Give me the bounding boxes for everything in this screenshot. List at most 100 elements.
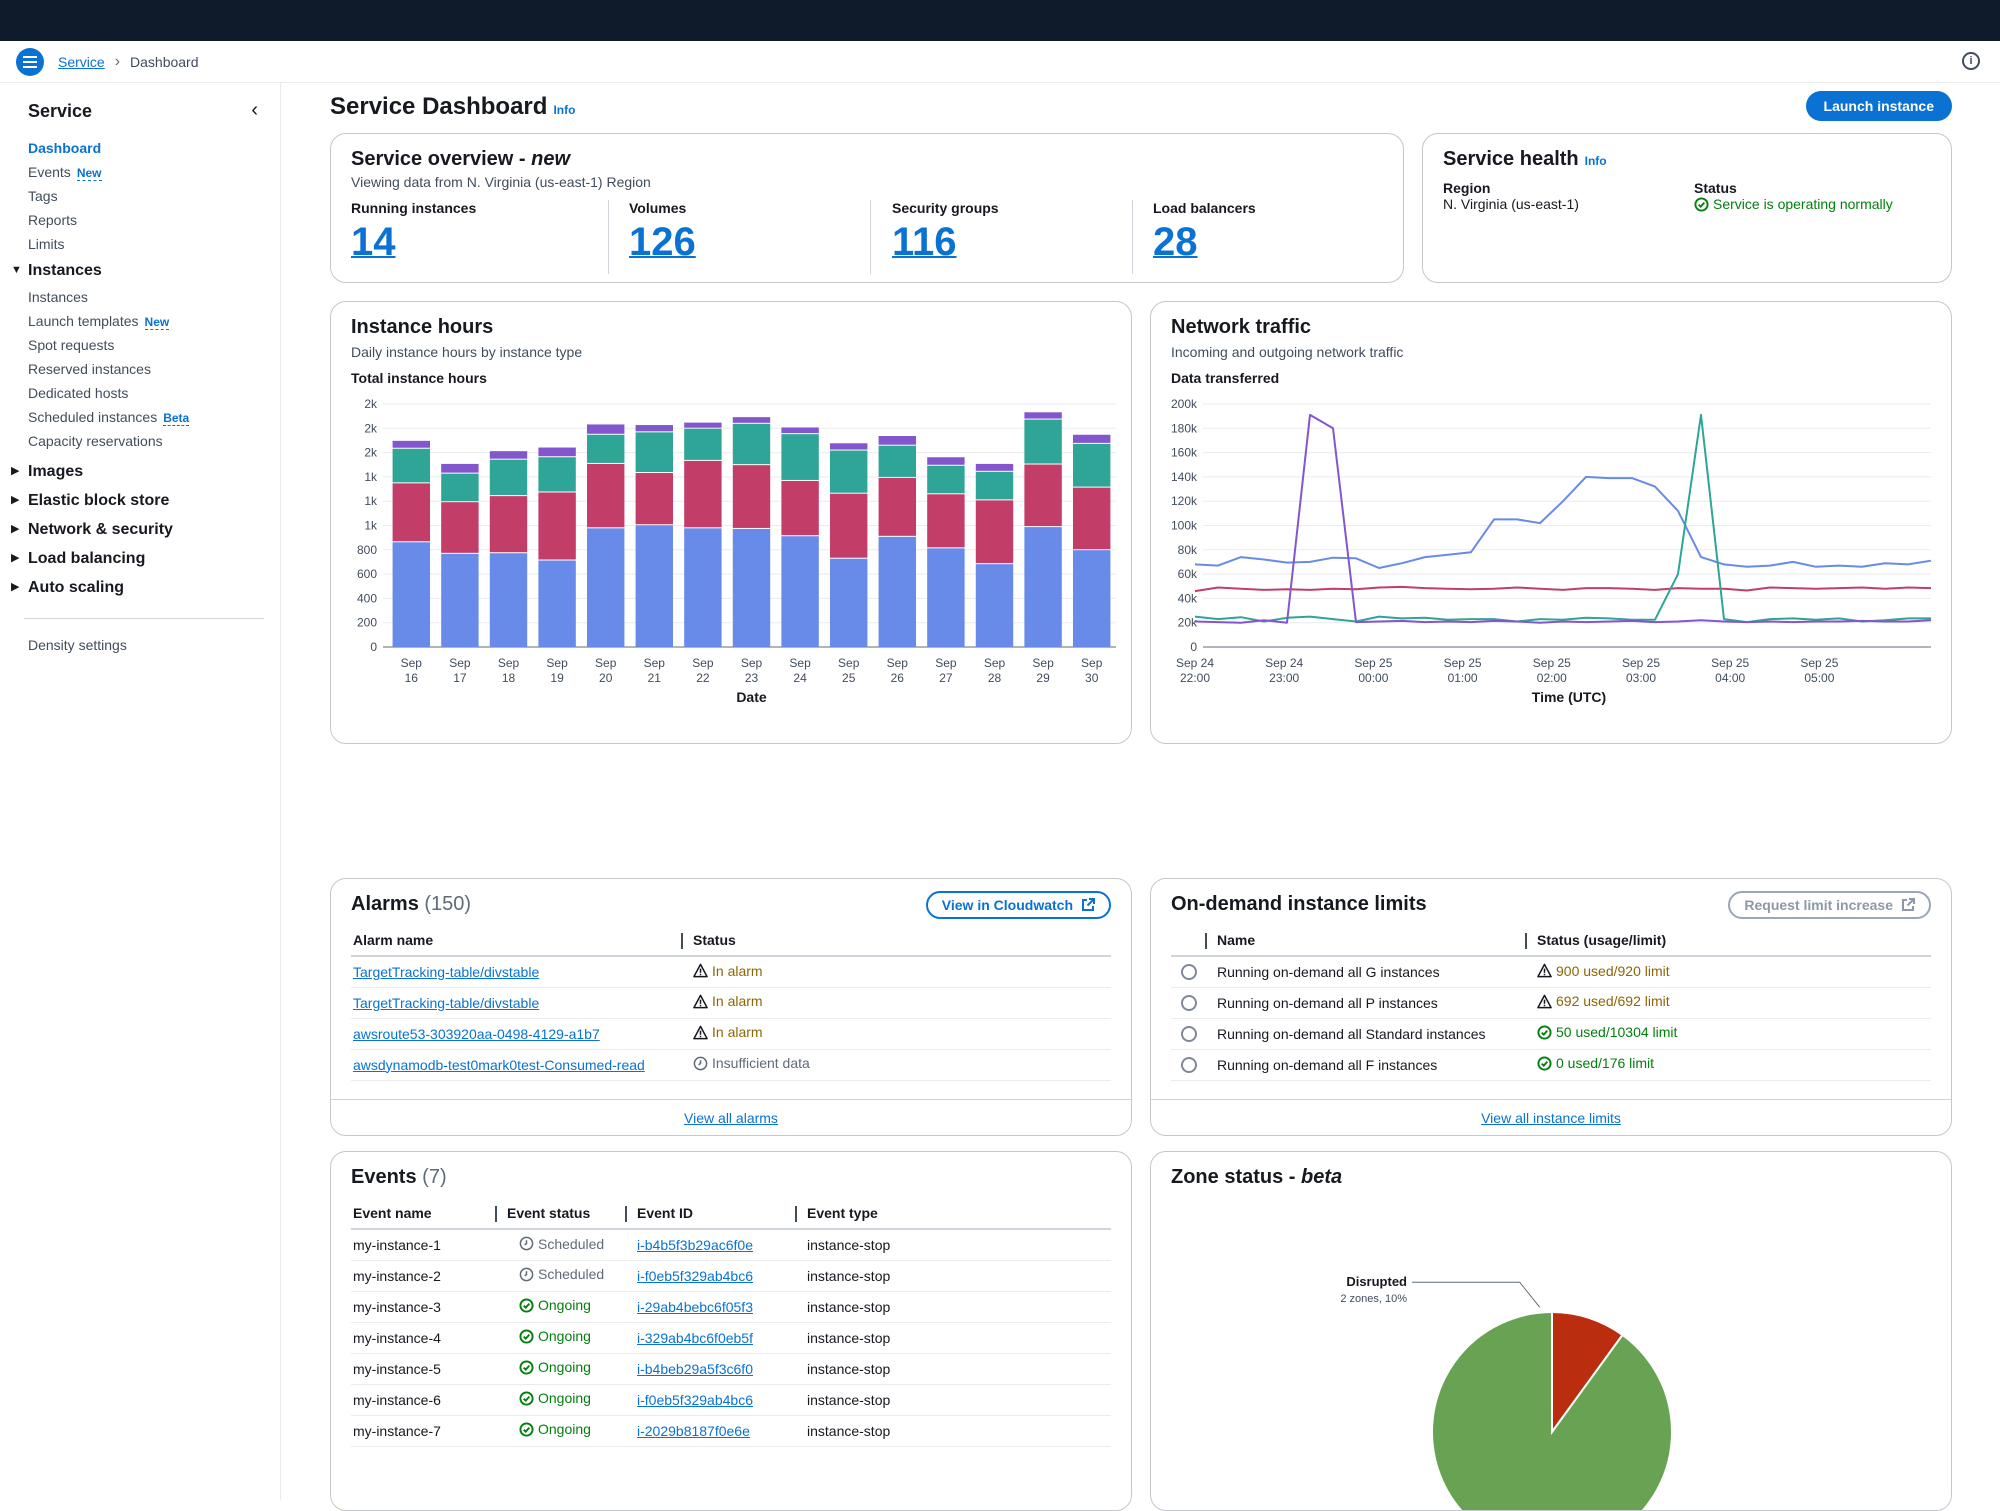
sidebar-section-load-balancing[interactable]: ▶ Load balancing	[11, 544, 280, 573]
sidebar-item-capacity-reservations[interactable]: Capacity reservations	[28, 429, 280, 453]
sidebar-section-elastic-block-store[interactable]: ▶ Elastic block store	[11, 486, 280, 515]
menu-button[interactable]	[16, 47, 44, 76]
bar-segment[interactable]	[538, 447, 576, 457]
alarm-name-link[interactable]: TargetTracking-table/divstable	[353, 963, 540, 980]
row-radio-button[interactable]	[1181, 995, 1197, 1012]
view-all-instance-limits-link[interactable]: View all instance limits	[1481, 1110, 1621, 1126]
bar-segment[interactable]	[538, 457, 576, 492]
bar-segment[interactable]	[1072, 550, 1111, 647]
bar-segment[interactable]	[1072, 443, 1111, 487]
bar-segment[interactable]	[586, 434, 625, 463]
metric-value-link[interactable]: 126	[629, 220, 696, 264]
bar-segment[interactable]	[975, 463, 1014, 471]
bar-segment[interactable]	[489, 496, 528, 553]
sidebar-item-dedicated-hosts[interactable]: Dedicated hosts	[28, 381, 280, 405]
bar-segment[interactable]	[1072, 434, 1111, 443]
bar-segment[interactable]	[732, 423, 771, 465]
series-line[interactable]	[1194, 475, 1932, 569]
metric-value-link[interactable]: 14	[351, 220, 396, 264]
sidebar-item-dashboard[interactable]: Dashboard	[28, 136, 280, 160]
column-header-event-name[interactable]: Event name	[351, 1197, 505, 1230]
alarm-name-link[interactable]: awsdynamodb-test0mark0test-Consumed-read	[353, 1056, 645, 1073]
bar-segment[interactable]	[732, 465, 771, 528]
event-id-link[interactable]: i-329ab4bc6f0eb5f	[637, 1329, 753, 1346]
bar-segment[interactable]	[927, 494, 965, 548]
sidebar-item-reports[interactable]: Reports	[28, 208, 280, 232]
bar-segment[interactable]	[635, 425, 674, 432]
bar-segment[interactable]	[684, 428, 722, 460]
alarm-name-link[interactable]: TargetTracking-table/divstable	[353, 994, 540, 1011]
sidebar-section-images[interactable]: ▶ Images	[11, 457, 280, 486]
event-id-link[interactable]: i-b4b5f3b29ac6f0e	[637, 1236, 753, 1253]
bar-segment[interactable]	[829, 450, 868, 493]
row-radio-button[interactable]	[1181, 964, 1197, 981]
bar-segment[interactable]	[927, 457, 965, 465]
pie-slice[interactable]	[1431, 1310, 1673, 1511]
event-id-link[interactable]: i-29ab4bebc6f05f3	[637, 1298, 753, 1315]
bar-segment[interactable]	[975, 471, 1014, 500]
bar-segment[interactable]	[684, 422, 722, 428]
bar-segment[interactable]	[878, 445, 917, 477]
info-icon[interactable]: i	[1962, 52, 1980, 70]
series-line[interactable]	[1194, 413, 1931, 624]
sidebar-item-spot-requests[interactable]: Spot requests	[28, 333, 280, 357]
column-header-event-status[interactable]: Event status	[495, 1197, 635, 1230]
bar-segment[interactable]	[927, 548, 965, 647]
bar-segment[interactable]	[975, 564, 1014, 647]
bar-segment[interactable]	[1024, 527, 1062, 647]
column-header-event-id[interactable]: Event ID	[625, 1197, 805, 1230]
bar-segment[interactable]	[1024, 419, 1062, 464]
bar-segment[interactable]	[441, 473, 479, 502]
launch-instance-button[interactable]: Launch instance	[1805, 91, 1952, 121]
bar-segment[interactable]	[1024, 464, 1062, 527]
bar-segment[interactable]	[441, 553, 479, 647]
series-line[interactable]	[1194, 413, 1932, 624]
bar-segment[interactable]	[781, 480, 819, 536]
bar-segment[interactable]	[781, 536, 819, 647]
bar-segment[interactable]	[635, 432, 674, 473]
view-all-alarms-link[interactable]: View all alarms	[684, 1110, 778, 1126]
bar-segment[interactable]	[878, 536, 917, 647]
bar-segment[interactable]	[489, 451, 528, 459]
bar-segment[interactable]	[829, 493, 868, 558]
bar-segment[interactable]	[975, 500, 1014, 564]
density-settings-link[interactable]: Density settings	[28, 633, 280, 657]
request-limit-increase-button[interactable]: Request limit increase	[1728, 891, 1931, 919]
column-header-status[interactable]: Status (usage/limit)	[1525, 924, 1931, 957]
bar-segment[interactable]	[586, 463, 625, 528]
bar-segment[interactable]	[635, 473, 674, 525]
bar-segment[interactable]	[538, 492, 576, 560]
bar-segment[interactable]	[878, 435, 917, 445]
bar-segment[interactable]	[392, 483, 431, 542]
sidebar-section-network-security[interactable]: ▶ Network & security	[11, 515, 280, 544]
bar-segment[interactable]	[392, 542, 431, 647]
bar-segment[interactable]	[878, 477, 917, 536]
event-id-link[interactable]: i-f0eb5f329ab4bc6	[637, 1267, 753, 1284]
column-header-alarm-name[interactable]: Alarm name	[351, 924, 691, 957]
series-line[interactable]	[1194, 585, 1932, 593]
event-id-link[interactable]: i-f0eb5f329ab4bc6	[637, 1391, 753, 1408]
sidebar-item-reserved-instances[interactable]: Reserved instances	[28, 357, 280, 381]
bar-segment[interactable]	[489, 553, 528, 647]
metric-value-link[interactable]: 116	[892, 220, 957, 264]
bar-segment[interactable]	[732, 417, 771, 423]
bar-segment[interactable]	[927, 465, 965, 494]
bar-segment[interactable]	[441, 463, 479, 473]
row-radio-button[interactable]	[1181, 1026, 1197, 1043]
bar-segment[interactable]	[684, 528, 722, 647]
bar-segment[interactable]	[781, 434, 819, 480]
bar-segment[interactable]	[392, 448, 431, 483]
sidebar-item-instances[interactable]: Instances	[28, 285, 280, 309]
sidebar-item-tags[interactable]: Tags	[28, 184, 280, 208]
bar-segment[interactable]	[829, 558, 868, 647]
metric-value-link[interactable]: 28	[1153, 220, 1198, 264]
bar-segment[interactable]	[586, 528, 625, 647]
bar-segment[interactable]	[586, 424, 625, 434]
bar-segment[interactable]	[1072, 487, 1111, 550]
sidebar-item-events[interactable]: Events New	[28, 160, 280, 184]
sidebar-item-launch-templates[interactable]: Launch templates New	[28, 309, 280, 333]
bar-segment[interactable]	[489, 459, 528, 496]
bar-segment[interactable]	[635, 525, 674, 647]
sidebar-section-instances[interactable]: ▼ Instances	[11, 256, 280, 285]
row-radio-button[interactable]	[1181, 1057, 1197, 1074]
